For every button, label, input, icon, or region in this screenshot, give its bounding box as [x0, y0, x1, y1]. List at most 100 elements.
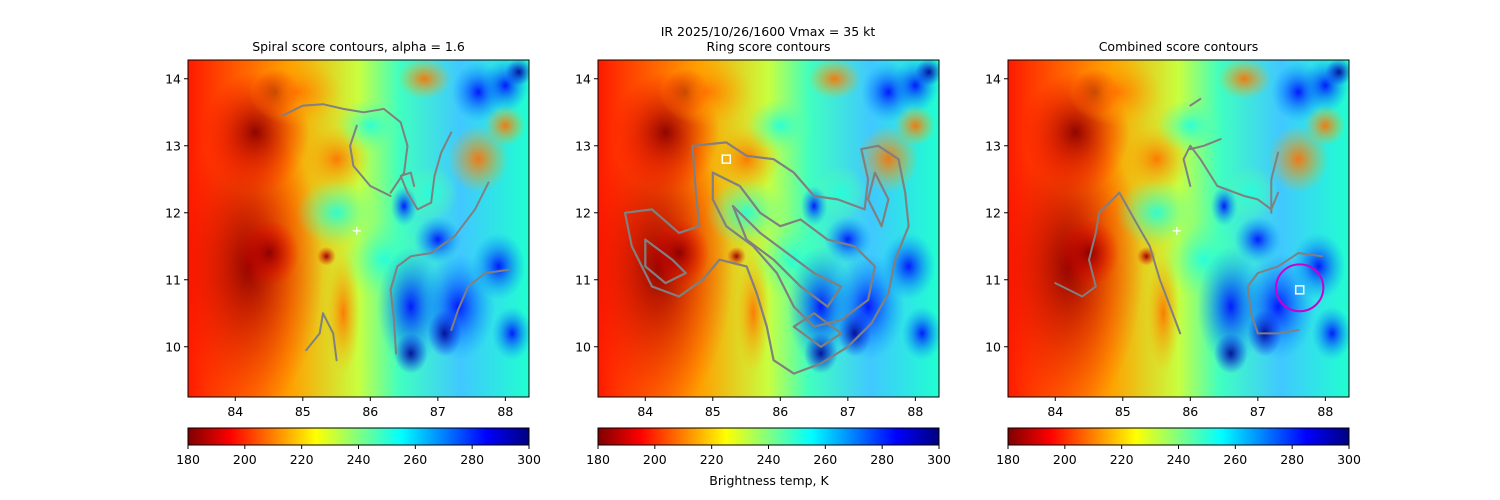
- contour-line: [389, 181, 490, 355]
- contour-line: [1270, 151, 1280, 214]
- heatmap-cell: [336, 98, 405, 153]
- y-tick-label: 14: [575, 71, 591, 86]
- heatmap-cell: [238, 219, 300, 287]
- x-tick-label: 87: [430, 404, 446, 419]
- panel-combined: Combined score contours 84 85 86 87 88 10 11 12 1…: [985, 39, 1361, 467]
- heatmap-cell: [803, 333, 838, 374]
- x-tick-label: 85: [1115, 404, 1131, 419]
- heatmap-cell: [397, 60, 452, 99]
- colorbar-tick-label: 280: [870, 452, 894, 467]
- heatmap-cell: [726, 246, 746, 266]
- contour-line: [731, 205, 843, 308]
- contour-line: [711, 171, 877, 328]
- heatmap-cell: [901, 306, 939, 361]
- colorbar-tick-label: 220: [1110, 452, 1134, 467]
- heatmap-cell: [491, 306, 529, 361]
- y-tick-label: 13: [575, 138, 591, 153]
- x-tick-label: 85: [705, 404, 721, 419]
- contour-line: [1182, 144, 1280, 211]
- contour-line: [1246, 252, 1323, 335]
- contour-line: [644, 238, 687, 285]
- colorbar-tick-label: 200: [233, 452, 257, 467]
- colorbar: [1007, 427, 1350, 446]
- colorbar-tick-label: 240: [757, 452, 781, 467]
- heatmap-cell: [807, 60, 862, 99]
- heatmap-cell: [746, 98, 815, 153]
- contour-line: [281, 103, 409, 194]
- y-tick-label: 11: [985, 272, 1001, 287]
- heatmap-cell: [1058, 219, 1120, 287]
- heatmap-cell: [1224, 165, 1279, 220]
- heatmap-cell: [248, 60, 344, 126]
- y-tick-label: 13: [985, 138, 1001, 153]
- x-tick-label: 88: [907, 404, 923, 419]
- heatmap-cell: [1325, 60, 1349, 86]
- heatmap-cell: [1267, 125, 1329, 193]
- colorbar-tick-label: 260: [403, 452, 427, 467]
- y-tick-label: 10: [575, 339, 591, 354]
- colorbar-tick-label: 180: [996, 452, 1020, 467]
- contour-line: [866, 171, 890, 228]
- colorbar-tick-label: 220: [290, 452, 314, 467]
- x-tick-label: 86: [1182, 404, 1198, 419]
- heatmap-cell: [1213, 333, 1248, 374]
- colorbar-tick-label: 200: [1053, 452, 1077, 467]
- colorbar-tick-label: 180: [586, 452, 610, 467]
- panel-title: Ring score contours: [706, 39, 830, 54]
- center-marker-square: [1294, 285, 1305, 295]
- colorbar-label: Brightness temp, K: [709, 473, 829, 488]
- heatmap-cell: [471, 232, 526, 300]
- heatmap-cell: [414, 216, 462, 264]
- colorbar-tick-label: 180: [176, 452, 200, 467]
- x-tick-label: 84: [637, 404, 653, 419]
- colorbar-tick-label: 280: [1280, 452, 1304, 467]
- colorbar-tick-label: 240: [347, 452, 371, 467]
- colorbar: [187, 427, 530, 446]
- contour-line: [1054, 191, 1121, 298]
- heatmap-cell: [316, 246, 336, 266]
- x-tick-label: 88: [1317, 404, 1333, 419]
- contour-line: [450, 268, 510, 331]
- center-marker-plus: [352, 226, 361, 235]
- colorbar-tick-label: 220: [700, 452, 724, 467]
- contour-line: [1189, 138, 1222, 151]
- heatmap-cell: [648, 219, 710, 287]
- y-tick-label: 12: [985, 205, 1001, 220]
- y-tick-label: 10: [165, 339, 181, 354]
- axes-frame: [1007, 59, 1350, 398]
- heatmap-cell: [1234, 216, 1282, 264]
- x-tick-label: 84: [227, 404, 243, 419]
- colorbar-tick-label: 260: [1223, 452, 1247, 467]
- colorbar-tick-label: 300: [1337, 452, 1361, 467]
- heatmap-cell: [837, 309, 872, 357]
- x-tick-label: 84: [1047, 404, 1063, 419]
- contour-line: [349, 124, 392, 197]
- heatmap-cell: [404, 165, 459, 220]
- y-tick-label: 13: [165, 138, 181, 153]
- y-tick-label: 11: [165, 272, 181, 287]
- heatmap-cell: [390, 185, 418, 227]
- heatmap-cell: [1217, 60, 1272, 99]
- heatmap-cell: [1156, 98, 1225, 153]
- x-tick-label: 86: [362, 404, 378, 419]
- center-marker-square: [721, 154, 732, 164]
- panel-spiral: Spiral score contours, alpha = 1.6 84 85 86…: [165, 39, 541, 467]
- heatmap-cell: [1291, 232, 1346, 300]
- contour-line: [1189, 97, 1202, 107]
- y-tick-label: 12: [165, 205, 181, 220]
- heatmap-cell: [915, 60, 939, 86]
- axes-frame: [597, 59, 940, 398]
- colorbar: [597, 427, 940, 446]
- center-marker-plus: [1172, 226, 1181, 235]
- heatmap-cell: [1068, 60, 1164, 126]
- contour-line: [1118, 191, 1182, 335]
- x-tick-label: 88: [497, 404, 513, 419]
- heatmap-field: [598, 60, 939, 397]
- contour-line: [322, 312, 338, 362]
- suptitle: IR 2025/10/26/1600 Vmax = 35 kt: [661, 24, 876, 39]
- heatmap-cell: [706, 179, 788, 247]
- colorbar-tick-label: 300: [517, 452, 541, 467]
- colorbar-tick-label: 280: [460, 452, 484, 467]
- contour-line: [792, 312, 843, 348]
- colorbar-tick-label: 200: [643, 452, 667, 467]
